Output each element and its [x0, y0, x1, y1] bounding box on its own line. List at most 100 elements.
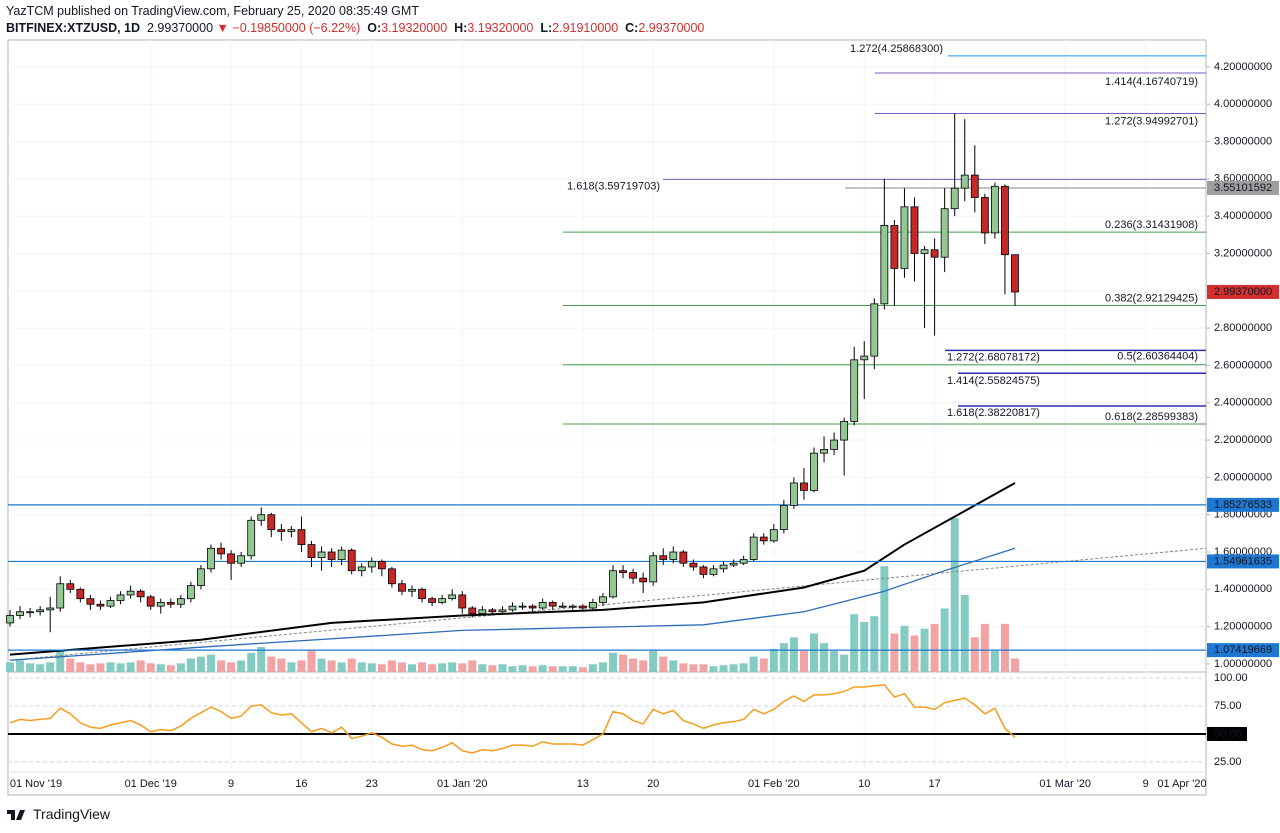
candle-body: [970, 174, 979, 198]
y-tick-label: 4.20000000: [1214, 61, 1272, 73]
volume-bar: [548, 666, 557, 672]
volume-bar: [508, 666, 517, 672]
volume-bar: [779, 643, 788, 672]
volume-bar: [428, 664, 437, 672]
x-tick-label: 17: [928, 778, 940, 790]
volume-bar: [739, 663, 748, 672]
x-tick-label: 9: [1143, 778, 1149, 790]
candle-body: [920, 249, 929, 254]
volume-bar: [408, 664, 416, 672]
price-tag-label: 1.54961635: [1214, 555, 1272, 567]
volume-bar: [619, 654, 628, 672]
candle-body: [679, 551, 688, 564]
candle-body: [860, 355, 869, 361]
volume-bar: [528, 666, 537, 672]
c-label: C:: [625, 21, 639, 35]
x-tick-label: 16: [295, 778, 307, 790]
candle-body: [870, 303, 879, 357]
candle-body: [599, 596, 607, 603]
candle-body: [609, 570, 617, 598]
volume-bar: [830, 650, 839, 672]
fib-label: 1.272(2.68078172): [947, 351, 1040, 363]
volume-bar: [749, 656, 758, 672]
volume-bar: [960, 595, 969, 672]
footer-logo: TradingView: [6, 806, 110, 822]
volume-bar: [207, 654, 215, 672]
volume-bar: [287, 662, 296, 672]
volume-bar: [880, 566, 889, 672]
candle-body: [106, 600, 115, 607]
volume-bar: [96, 663, 105, 672]
volume-bar: [1000, 623, 1009, 672]
candle-body: [890, 225, 899, 269]
candle-body: [699, 566, 708, 575]
volume-bar: [799, 650, 808, 672]
candle-body: [26, 611, 35, 614]
candle-body: [56, 583, 65, 609]
volume-bar: [980, 623, 989, 672]
volume-bar: [317, 658, 326, 672]
volume-bar: [950, 518, 959, 672]
rsi-line: [9, 683, 1016, 754]
x-tick-label: 01 Apr '20: [1157, 778, 1206, 790]
volume-bar: [639, 660, 648, 672]
candle-body: [297, 529, 306, 545]
candle-body: [558, 605, 567, 608]
y-tick-label: 2.80000000: [1214, 322, 1272, 334]
candle-body: [478, 609, 487, 614]
volume-bar: [448, 662, 457, 672]
volume-bar: [76, 662, 85, 672]
candle-body: [930, 249, 939, 258]
y-tick-label: 4.00000000: [1214, 98, 1272, 110]
volume-bar: [930, 623, 939, 672]
candle-body: [810, 452, 818, 491]
rsi-tag: [1207, 726, 1247, 741]
candle-body: [830, 439, 838, 450]
candle-body: [46, 607, 55, 611]
y-tick-label: 3.80000000: [1214, 135, 1272, 147]
volume-bar: [347, 658, 356, 672]
volume-bar: [458, 663, 467, 672]
candle-body: [327, 551, 336, 560]
volume-bar: [940, 608, 949, 672]
l-label: L:: [540, 21, 553, 35]
volume-bar: [729, 664, 738, 672]
volume-bar: [769, 648, 778, 672]
volume-bar: [156, 664, 165, 672]
volume-bar: [488, 665, 497, 672]
volume-bar: [840, 654, 849, 672]
candle-body: [357, 566, 366, 572]
price-tag: [1207, 497, 1279, 512]
volume-bar: [659, 656, 668, 672]
candle-body: [116, 594, 125, 601]
candle-body: [136, 590, 145, 598]
candle-body: [840, 421, 849, 441]
volume-bar: [568, 666, 577, 672]
candle-body: [779, 504, 788, 531]
candle-body: [538, 601, 547, 609]
candle-body: [850, 359, 859, 422]
fib-label: 1.414(2.55824575): [947, 375, 1040, 387]
y-tick-label: 1.20000000: [1214, 621, 1272, 633]
x-tick-label: 9: [228, 778, 234, 790]
rsi-tick-label: 100.00: [1214, 672, 1248, 684]
candle-body: [749, 536, 758, 560]
volume-bar: [538, 665, 547, 672]
candle-body: [629, 572, 637, 579]
volume-bar: [166, 665, 175, 672]
pane-border: [7, 39, 1207, 796]
volume-bar: [116, 663, 125, 672]
y-tick-label: 3.20000000: [1214, 247, 1272, 259]
volume-bar: [418, 662, 427, 672]
candle-body: [217, 547, 225, 555]
rsi-tick-label: 50.00: [1214, 728, 1242, 740]
y-tick-label: 1.40000000: [1214, 583, 1272, 595]
fib-label: 0.382(2.92129425): [1105, 292, 1198, 304]
candle-body: [126, 590, 135, 596]
price-tag-label: 3.55101592: [1214, 182, 1272, 194]
y-tick-label: 2.40000000: [1214, 397, 1272, 409]
rsi-tick-label: 25.00: [1214, 756, 1242, 768]
volume-bar: [217, 660, 226, 672]
volume-bar: [850, 614, 859, 672]
candle-body: [649, 555, 658, 583]
